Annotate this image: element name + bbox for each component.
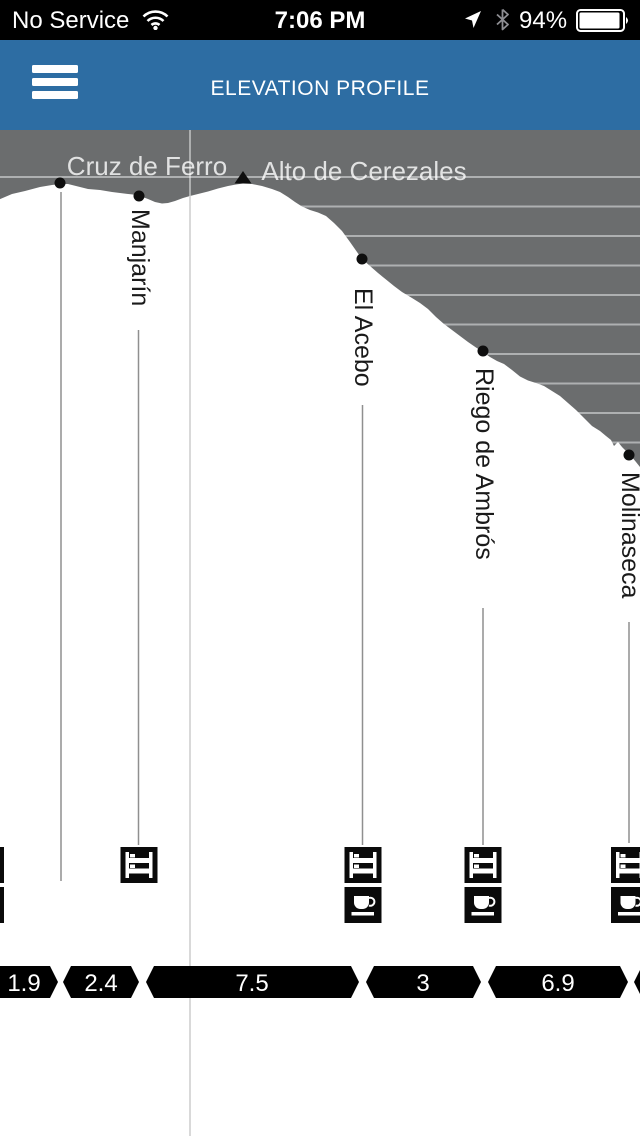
label-el-acebo: El Acebo — [349, 288, 377, 387]
bluetooth-icon — [495, 8, 510, 36]
distance-labels: 1.9 2.4 7.5 3 6.9 — [7, 970, 574, 997]
cafe-icon-molinaseca — [611, 887, 640, 923]
cafe-icon-clipped — [0, 887, 4, 923]
hamburger-icon — [32, 65, 78, 73]
cafe-icon-riego — [464, 887, 502, 923]
distance-segment — [366, 966, 481, 998]
wifi-icon — [142, 9, 169, 35]
distance-bar: 1.9 2.4 7.5 3 6.9 — [0, 966, 640, 998]
dot-cruz-de-ferro — [54, 177, 66, 189]
nav-header: ELEVATION PROFILE — [0, 40, 640, 130]
summit-labels: Cruz de Ferro Alto de Cerezales — [67, 151, 467, 186]
albergue-icon-molinaseca — [611, 847, 640, 883]
label-manjarin: Manjarín — [126, 209, 154, 306]
dot-el-acebo — [356, 253, 368, 265]
distance-segment — [63, 966, 139, 998]
bunk-bed-icon — [125, 852, 153, 878]
carrier-label: No Service — [12, 7, 130, 34]
coffee-cup-icon — [618, 896, 640, 916]
peak-triangle-icon — [234, 171, 252, 184]
distance-value: 6.9 — [541, 970, 574, 997]
coffee-cup-icon — [351, 896, 376, 916]
label-cruz-de-ferro: Cruz de Ferro — [67, 151, 227, 181]
clock: 7:06 PM — [274, 7, 366, 34]
battery-icon — [576, 9, 631, 37]
distance-segment — [488, 966, 628, 998]
elevation-chart[interactable]: Cruz de Ferro Alto de Cerezales Manjarín… — [0, 130, 640, 1136]
bunk-bed-icon — [349, 852, 377, 878]
bunk-bed-icon — [469, 852, 497, 878]
battery-percent-label: 94% — [519, 7, 568, 34]
status-bar: No Service 7:06 PM 94% — [0, 0, 640, 40]
albergue-icon-riego — [464, 847, 502, 883]
distance-segment — [0, 966, 58, 998]
location-services-icon — [463, 10, 482, 34]
dot-manjarin — [133, 190, 145, 202]
coffee-cup-icon — [471, 896, 496, 916]
albergue-icon-clipped — [0, 847, 4, 883]
page-title: ELEVATION PROFILE — [210, 77, 430, 100]
distance-segment — [146, 966, 359, 998]
town-labels: Manjarín El Acebo Riego de Ambrós Molina… — [126, 209, 640, 599]
label-alto-de-cerezales: Alto de Cerezales — [261, 156, 466, 186]
distance-segment-clipped — [634, 970, 640, 994]
distance-value: 7.5 — [235, 970, 268, 997]
menu-button[interactable] — [32, 65, 78, 101]
cafe-icon-el-acebo — [344, 887, 382, 923]
distance-value: 3 — [416, 970, 429, 997]
dot-molinaseca — [623, 449, 635, 461]
albergue-icon-el-acebo — [344, 847, 382, 883]
distance-value: 1.9 — [7, 970, 40, 997]
waypoint-markers — [54, 171, 635, 461]
waypoint-leader-lines — [60, 192, 630, 881]
dot-riego-de-ambros — [477, 345, 489, 357]
elevation-area — [0, 183, 640, 500]
albergue-icon-manjarin — [120, 847, 158, 883]
label-riego-de-ambros: Riego de Ambrós — [470, 368, 498, 560]
label-molinaseca: Molinaseca — [616, 472, 640, 599]
distance-value: 2.4 — [84, 970, 117, 997]
